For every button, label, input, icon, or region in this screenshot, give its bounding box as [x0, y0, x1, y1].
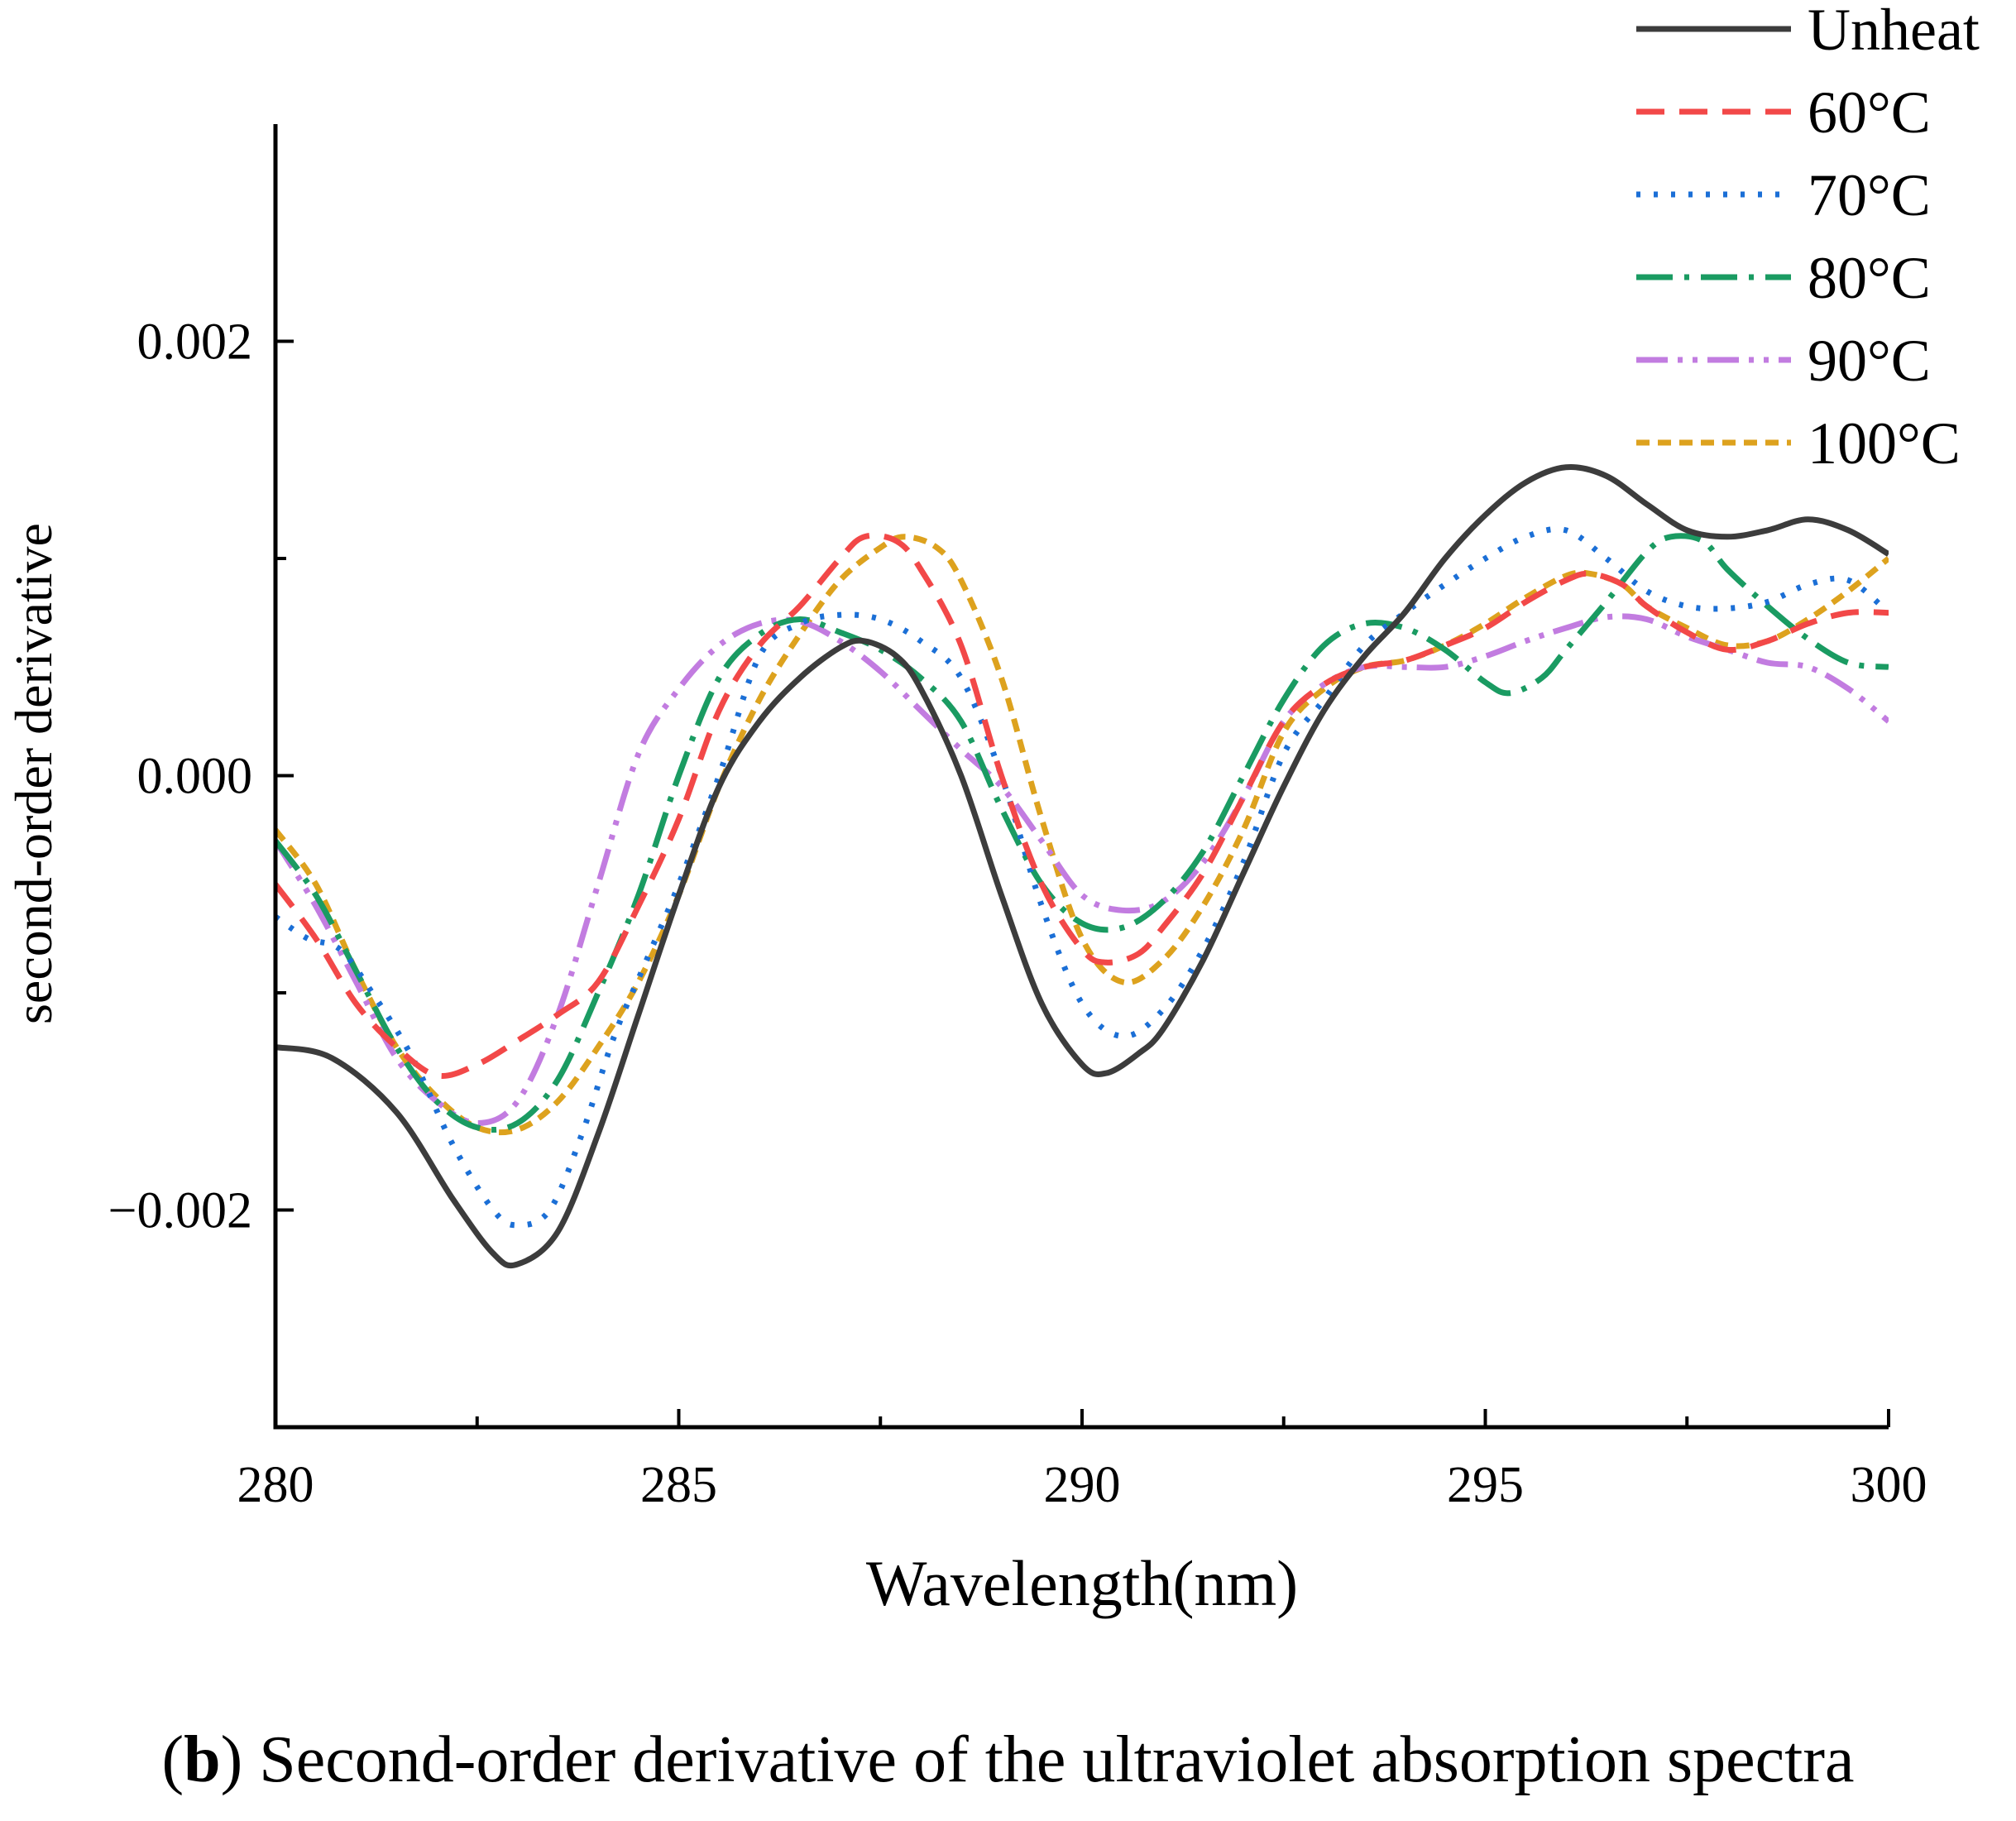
series-line-0 [275, 464, 1889, 1269]
y-tick-label: −0.002 [108, 1183, 252, 1239]
legend-label-0: Unheat [1808, 0, 1980, 63]
caption-open-paren: ( [161, 1723, 184, 1796]
caption-close-paren: ) [220, 1723, 243, 1796]
axes [273, 124, 1889, 1430]
legend: Unheat 60°C 70°C 80°C 90°C 100°C [1636, 0, 1980, 477]
y-tick-label: 0.000 [137, 749, 253, 805]
ticks: 280 285 290 295 300 −0.002 0.000 0.002 [108, 314, 1927, 1514]
x-tick-label: 295 [1447, 1457, 1524, 1513]
series-line-4 [275, 613, 1889, 1126]
legend-label-1: 60°C [1808, 79, 1931, 146]
series-line-1 [275, 532, 1889, 1080]
y-axis-label: second-order derivative [4, 523, 63, 1024]
legend-label-2: 70°C [1808, 162, 1931, 228]
chart: 280 285 290 295 300 −0.002 0.000 0.002 Waveleng… [4, 0, 1980, 1619]
series-line-5 [275, 534, 1889, 1136]
caption-label: b [184, 1723, 221, 1796]
y-tick-label: 0.002 [137, 314, 253, 371]
x-axis-label: Wavelength(nm) [866, 1547, 1298, 1619]
x-tick-label: 290 [1044, 1457, 1121, 1513]
legend-label-4: 90°C [1808, 328, 1931, 394]
series-line-3 [275, 533, 1889, 1133]
series-line-2 [275, 525, 1889, 1229]
series-group [275, 464, 1889, 1269]
x-tick-label: 280 [237, 1457, 314, 1513]
legend-label-3: 80°C [1808, 245, 1931, 311]
caption-text: Second-order derivative of the ultraviol… [242, 1723, 1855, 1796]
x-tick-label: 300 [1851, 1457, 1927, 1513]
figure-caption: (b) Second-order derivative of the ultra… [0, 1723, 2016, 1814]
x-tick-label: 285 [640, 1457, 717, 1513]
legend-label-5: 100°C [1808, 410, 1961, 477]
